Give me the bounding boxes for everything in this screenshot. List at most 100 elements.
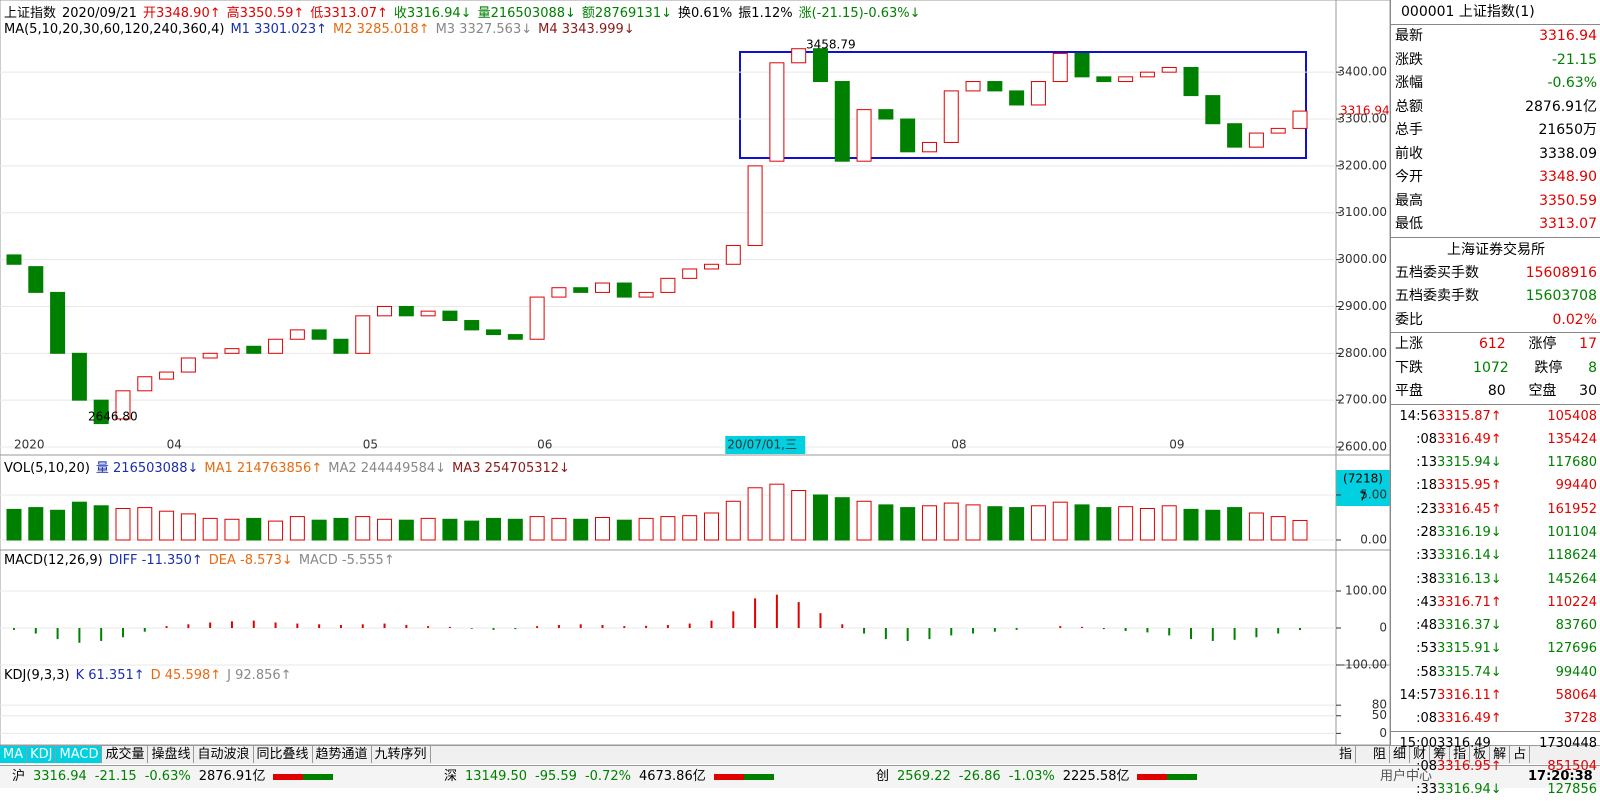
volume-bar <box>71 501 87 541</box>
volume-bar <box>507 518 523 541</box>
row: 最新 3316.94 <box>1391 25 1600 49</box>
row: :53 3315.91↓ 127696 <box>1391 637 1600 660</box>
volume-bar <box>703 512 719 541</box>
cell: 14:57 <box>1399 688 1437 704</box>
volume-bar <box>159 510 175 541</box>
candle <box>660 277 676 293</box>
cell: 118624 <box>1547 548 1597 564</box>
volume-bar <box>464 520 480 541</box>
candle <box>1292 110 1308 129</box>
side-panel: 000001 上证指数(1) 最新 3316.94 涨跌 -21.15 涨幅 -0.63% 总… <box>1390 0 1600 797</box>
indicator-item: M4 3343.999↓ <box>538 22 635 37</box>
candle <box>791 48 807 64</box>
row: :23 3316.45↑ 161952 <box>1391 498 1600 521</box>
market-field: 4673.86亿 <box>638 769 706 784</box>
kdj-header: KDJ(9,3,3) K 61.351↑ D 45.598↑ J 92.856↑ <box>4 668 298 683</box>
market-field: -1.03% <box>1008 769 1055 784</box>
market-field: 深 <box>444 769 458 784</box>
y-tick-label: 2900.00 <box>1337 299 1387 313</box>
tab[interactable]: MA <box>0 746 28 763</box>
candle <box>1096 76 1112 83</box>
volume-bar <box>943 502 959 541</box>
indicator-item: J 92.856↑ <box>227 668 292 683</box>
cell: 3316.94↓ <box>1437 782 1502 798</box>
cell: 30 <box>1579 383 1597 399</box>
cell: 3313.07 <box>1539 216 1597 232</box>
indicator-item: DEA -8.573↓ <box>208 553 293 568</box>
quote-item: 高3350.59↑ <box>226 6 305 21</box>
candle <box>747 165 763 247</box>
x-tick-label: 20/07/01,三 <box>727 438 797 452</box>
candle <box>93 399 109 425</box>
volume-bar <box>812 494 828 541</box>
candle <box>464 320 480 331</box>
side-tab[interactable]: 指 <box>1450 746 1471 763</box>
cell: :18 <box>1416 478 1437 494</box>
volume-bar <box>398 519 414 541</box>
cell: 上涨 <box>1395 336 1423 352</box>
y-tick-label: 3000.00 <box>1337 252 1387 266</box>
tab[interactable]: MACD <box>56 746 103 763</box>
volume-bar <box>1118 506 1134 541</box>
tab[interactable]: 操盘线 <box>148 746 195 763</box>
tab[interactable]: 自动波浪 <box>194 746 254 763</box>
user-center[interactable]: 用户中心 <box>1380 769 1433 784</box>
volume-bar <box>377 518 393 541</box>
row: :08 3316.49↑ 3728 <box>1391 707 1600 730</box>
side-tab-bar: 指阻细财筹指板解占 <box>1336 745 1600 764</box>
candle <box>900 118 916 153</box>
y-tick-label: 0 <box>1379 726 1387 740</box>
side-tab[interactable]: 板 <box>1470 746 1491 763</box>
cell: 3316.71↑ <box>1437 594 1502 610</box>
indicator-item: DIFF -11.350↑ <box>108 553 203 568</box>
volume-bar <box>551 517 567 541</box>
cell: 涨跌 <box>1395 51 1423 68</box>
side-tab[interactable]: 解 <box>1490 746 1511 763</box>
y-tick-label: 0.00 <box>1360 533 1387 547</box>
row: 14:56 3315.87↑ 105408 <box>1391 405 1600 428</box>
volume-bar <box>660 516 676 541</box>
volume-bar <box>529 516 545 541</box>
volume-bar <box>1009 507 1025 541</box>
cell: 3316.19↓ <box>1437 524 1502 540</box>
indicator-item: MA3 254705312↓ <box>452 461 570 476</box>
cell: 135424 <box>1547 431 1597 447</box>
plot-frame <box>0 0 1337 745</box>
side-tab[interactable]: 指 <box>1336 746 1357 763</box>
row: 总手 21650万 <box>1391 119 1600 143</box>
tab[interactable]: 九转序列 <box>372 746 431 763</box>
cell: 612 <box>1478 336 1506 352</box>
y-tick-label: 80 <box>1372 698 1387 712</box>
cell: :43 <box>1416 594 1437 610</box>
candle <box>595 282 611 293</box>
candle <box>1205 95 1221 125</box>
market-field: -0.63% <box>144 769 191 784</box>
cell: 3316.37↓ <box>1437 618 1502 634</box>
volume-bar <box>137 507 153 541</box>
volume-bar <box>965 504 981 541</box>
indicator-item: K 61.351↑ <box>75 668 145 683</box>
tab[interactable]: KDJ <box>27 746 57 763</box>
row: 平盘 80 空盘 30 <box>1391 380 1600 404</box>
side-tab[interactable]: 占 <box>1510 746 1531 763</box>
cell: :23 <box>1416 501 1437 517</box>
side-tab[interactable]: 细 <box>1390 746 1411 763</box>
row: 15:00 3316.49 1730448 <box>1391 730 1600 755</box>
row: 五档委买手数 15608916 <box>1391 262 1600 286</box>
tab[interactable]: 成交量 <box>102 746 149 763</box>
volume-bar <box>28 507 44 541</box>
x-tick-label: 05 <box>363 438 378 452</box>
tab[interactable]: 同比叠线 <box>254 746 313 763</box>
candle <box>1183 66 1199 97</box>
side-tab[interactable]: 财 <box>1410 746 1431 763</box>
cell: :33 <box>1416 782 1437 798</box>
volume-bar <box>856 500 872 541</box>
volume-bar <box>93 505 109 541</box>
cell: 80 <box>1487 383 1506 399</box>
cell: 1730448 <box>1539 735 1597 751</box>
badge-text: 7 <box>1359 490 1367 504</box>
side-tab[interactable]: 筹 <box>1430 746 1451 763</box>
tab[interactable]: 趋势通道 <box>313 746 372 763</box>
side-tab[interactable]: 阻 <box>1370 746 1391 763</box>
